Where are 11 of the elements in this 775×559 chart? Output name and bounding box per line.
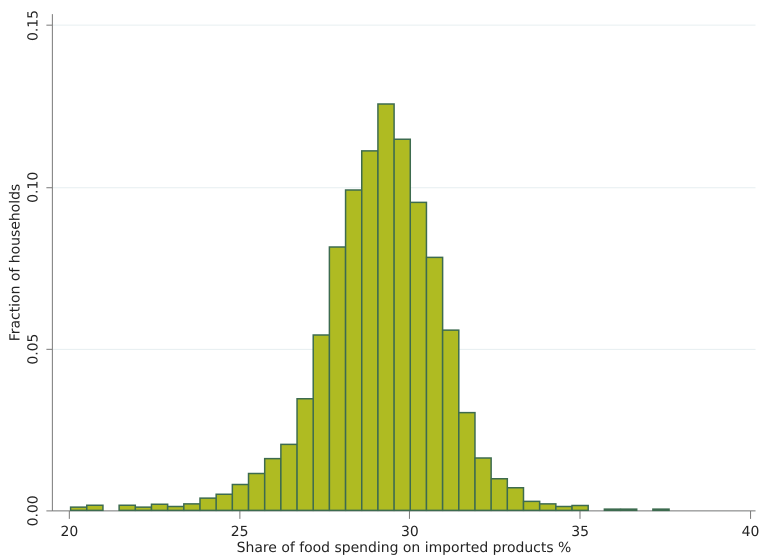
y-axis-title: Fraction of households [7,184,24,342]
y-tick-label: 0.15 [25,10,42,42]
y-tick-label: 0.05 [25,334,42,365]
x-tick-label: 35 [571,524,590,540]
x-tick-label: 25 [230,524,249,540]
y-tick-label: 0.00 [25,495,42,526]
x-axis-title: Share of food spending on imported products % [236,540,572,556]
y-tick-label: 0.10 [25,172,42,203]
x-tick-label: 30 [401,524,419,540]
x-tick-label: 20 [60,524,78,540]
x-tick-label: 40 [742,524,760,540]
